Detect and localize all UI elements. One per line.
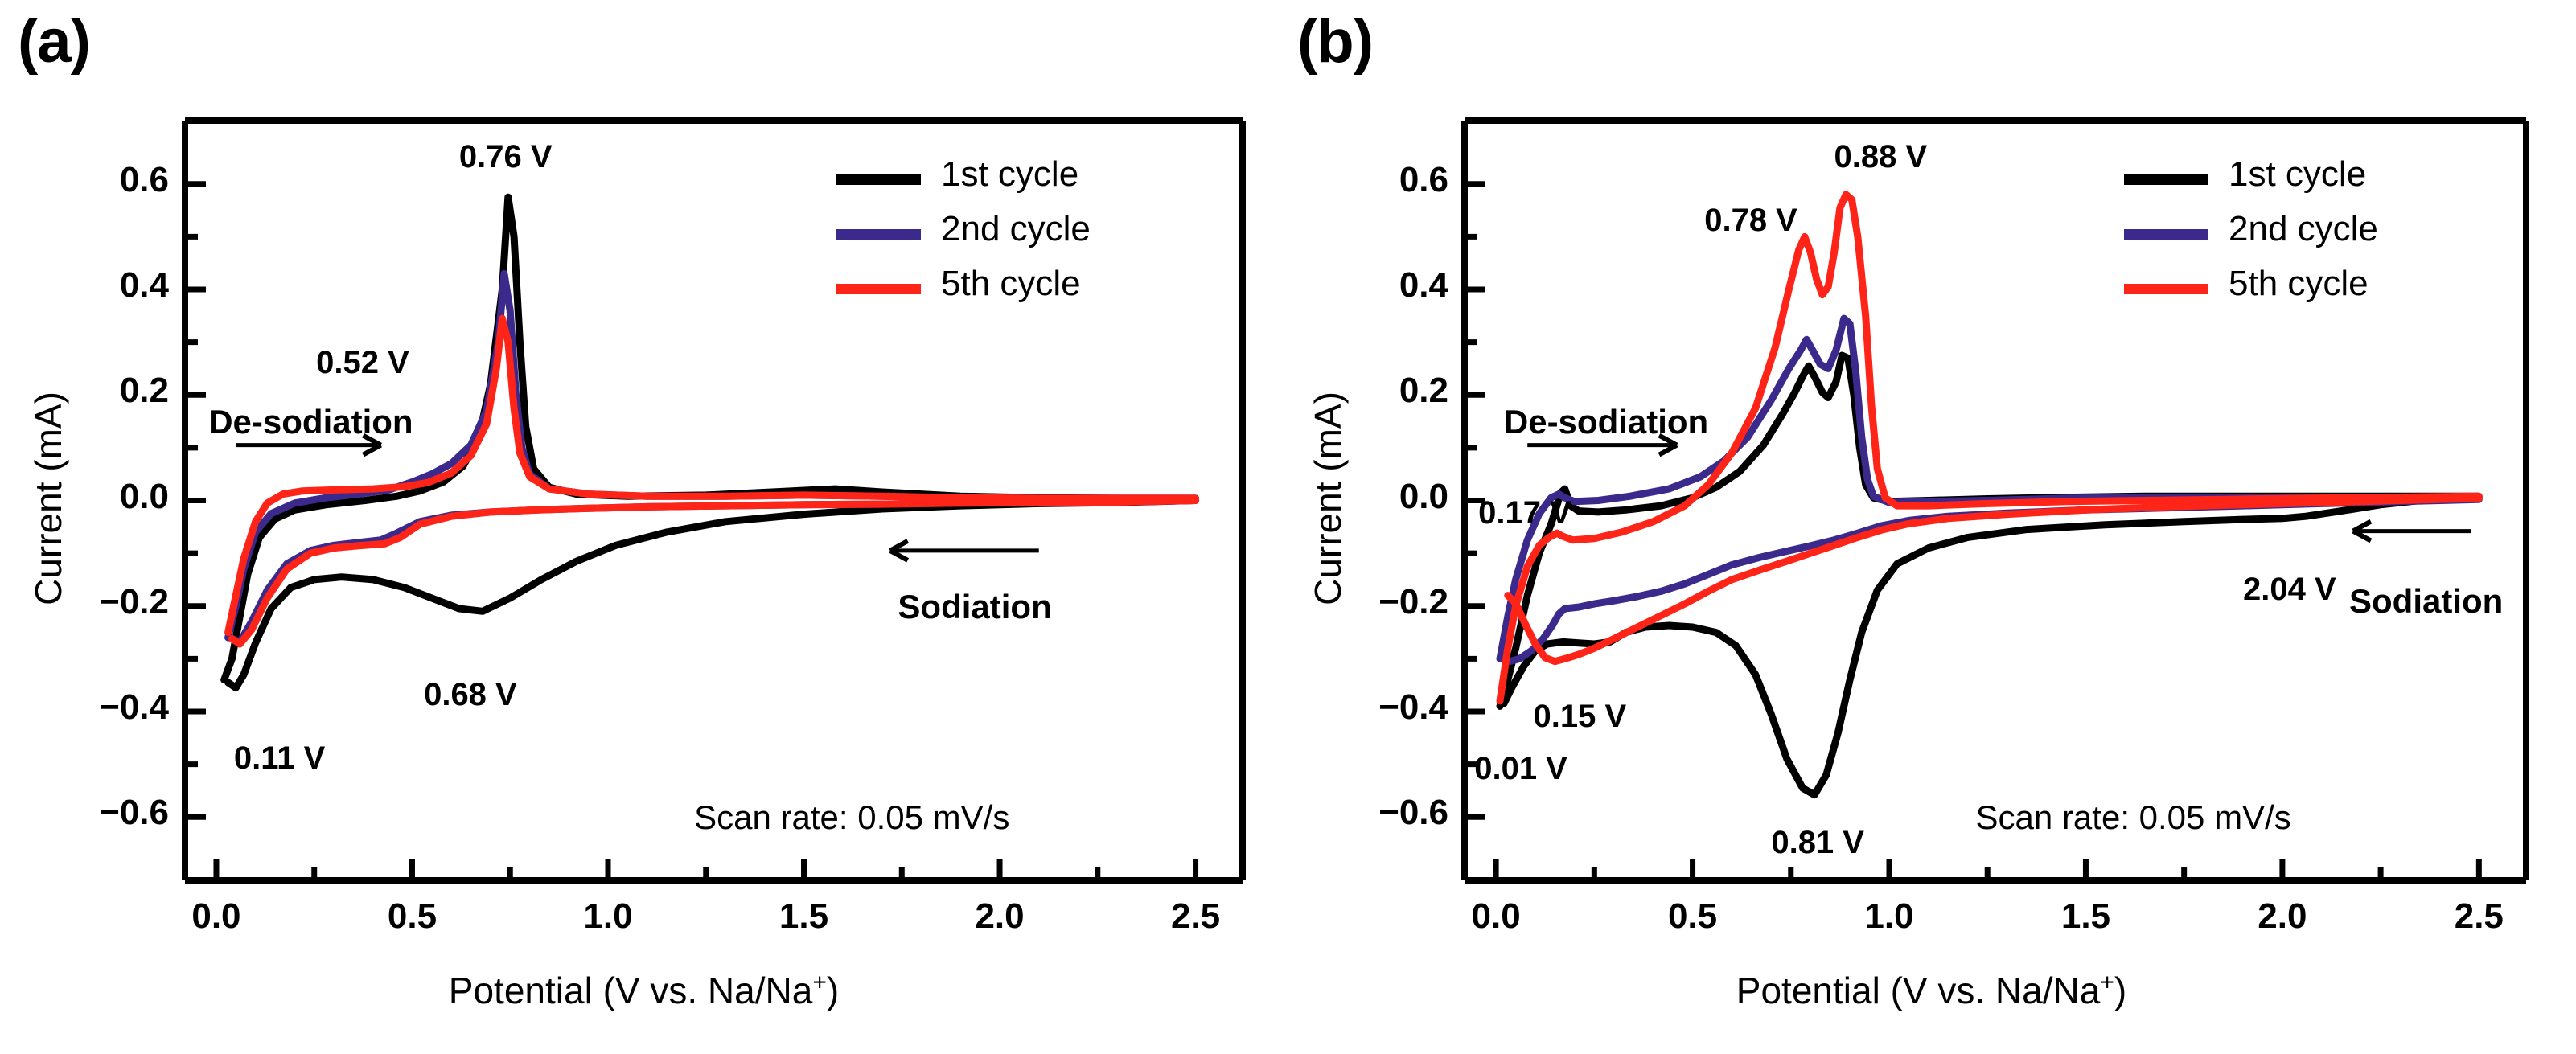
peak-label-078: 0.78 V [1704, 202, 1797, 238]
peak-label-204: 2.04 V [2243, 572, 2336, 608]
xtick-label: 1.0 [1864, 896, 1914, 936]
legend-swatch [2124, 284, 2208, 294]
axis-frame [182, 117, 1246, 884]
desodiation-arrow [1527, 433, 1678, 457]
peak-label-011: 0.11 V [233, 740, 326, 777]
x-axis-label-tail: ) [2114, 970, 2127, 1011]
peak-label-015: 0.15 V [1533, 698, 1627, 734]
ytick-label: 0.2 [119, 371, 169, 411]
axis-ticks [1465, 181, 2482, 880]
panel-letter: (a) [18, 7, 91, 76]
ytick-label: 0.6 [1399, 159, 1448, 199]
legend-label: 1st cycle [941, 154, 1079, 194]
ytick-label: 0.6 [119, 159, 169, 199]
cv-curve-1st-cycle-cathodic [224, 497, 1200, 691]
x-axis-label: Potential (V vs. Na/Na+) [0, 969, 1288, 1012]
peak-label-001: 0.01 V [1474, 751, 1567, 787]
desodiation-arrow [236, 433, 382, 457]
x-axis-label-main: Potential (V vs. Na/Na [1736, 970, 2101, 1011]
cv-curve-5th-cycle-cathodic [1504, 494, 2483, 666]
xtick-label: 0.5 [387, 896, 438, 936]
x-axis-label: Potential (V vs. Na/Na+) [1288, 969, 2575, 1012]
xtick-label: 0.0 [191, 896, 241, 936]
ytick-label: −0.2 [1378, 581, 1448, 621]
legend-label: 5th cycle [941, 264, 1081, 303]
legend-swatch [2124, 229, 2208, 240]
ytick-label: 0.0 [119, 476, 169, 516]
xtick-label: 0.5 [1667, 896, 1718, 936]
x-axis-label-superscript: + [812, 969, 827, 996]
y-axis-label: Current (mA) [1307, 391, 1349, 605]
panel-b: (b) 0.6 0.4 0.2 0.0 −0.2 −0.4 −0.6 0.0 0.5 1.0 1.5 2… [1288, 0, 2575, 1054]
peak-label-088: 0.88 V [1834, 138, 1928, 174]
ytick-label: −0.6 [1378, 793, 1448, 833]
annotation-sodiation: Sodiation [898, 587, 1052, 625]
ytick-label: −0.6 [99, 793, 169, 833]
ytick-label: −0.2 [99, 581, 169, 621]
x-axis-label-main: Potential (V vs. Na/Na [448, 970, 813, 1011]
annotation-desodiation: De-sodiation [208, 403, 413, 441]
xtick-label: 2.5 [2454, 896, 2504, 936]
annotation-scan-rate: Scan rate: 0.05 mV/s [694, 798, 1010, 837]
legend-label: 2nd cycle [2229, 209, 2378, 248]
legend-label: 1st cycle [2229, 154, 2367, 194]
legend-label: 2nd cycle [941, 209, 1091, 248]
peak-label-068: 0.68 V [424, 677, 517, 713]
xtick-label: 1.5 [2060, 896, 2111, 936]
cv-curve-5th-cycle-anodic [224, 314, 1200, 637]
axis-ticks [185, 181, 1199, 880]
cv-curve-1st-cycle-anodic [220, 193, 1200, 684]
ytick-label: −0.4 [99, 687, 169, 727]
ytick-label: 0.0 [1399, 476, 1448, 516]
legend-swatch [836, 229, 921, 240]
panel-letter: (b) [1297, 7, 1374, 76]
peak-label-017: 0.17 V [1478, 494, 1571, 531]
annotation-desodiation: De-sodiation [1503, 403, 1709, 441]
xtick-label: 2.0 [975, 896, 1025, 936]
ytick-label: 0.2 [1399, 371, 1448, 411]
ytick-label: 0.4 [1399, 265, 1448, 305]
y-axis-label: Current (mA) [27, 391, 69, 605]
annotation-scan-rate: Scan rate: 0.05 mV/s [1975, 798, 2291, 837]
cv-curve-5th-cycle-cathodic [228, 497, 1200, 648]
legend-swatch [836, 174, 921, 185]
xtick-label: 1.5 [779, 896, 829, 936]
cv-curve-5th-cycle-anodic [1496, 191, 2483, 705]
xtick-label: 2.5 [1170, 896, 1221, 936]
plot-area [182, 117, 1246, 884]
x-axis-label-tail: ) [826, 970, 840, 1011]
legend-swatch [2124, 174, 2208, 185]
x-axis-label-superscript: + [2100, 969, 2114, 996]
ytick-label: 0.4 [119, 265, 169, 305]
legend-swatch [836, 284, 921, 294]
xtick-label: 1.0 [583, 896, 633, 936]
xtick-label: 2.0 [2258, 896, 2307, 936]
sodiation-arrow [2352, 519, 2471, 543]
legend-label: 5th cycle [2229, 264, 2369, 303]
plot-area [1461, 117, 2529, 884]
sodiation-arrow [889, 539, 1039, 563]
panel-a: (a) 0.6 0.4 0.2 0.0 −0.2 −0.4 −0.6 0.0 0.5 1.0 1.5 2… [0, 7, 1288, 1012]
ytick-label: −0.4 [1378, 687, 1448, 727]
xtick-label: 0.0 [1471, 896, 1521, 936]
peak-label-076: 0.76 V [458, 138, 553, 174]
peak-label-052: 0.52 V [316, 344, 409, 380]
annotation-sodiation: Sodiation [2349, 582, 2504, 621]
cv-curve-1st-cycle-cathodic [1500, 494, 2483, 799]
peak-label-081: 0.81 V [1771, 825, 1864, 861]
